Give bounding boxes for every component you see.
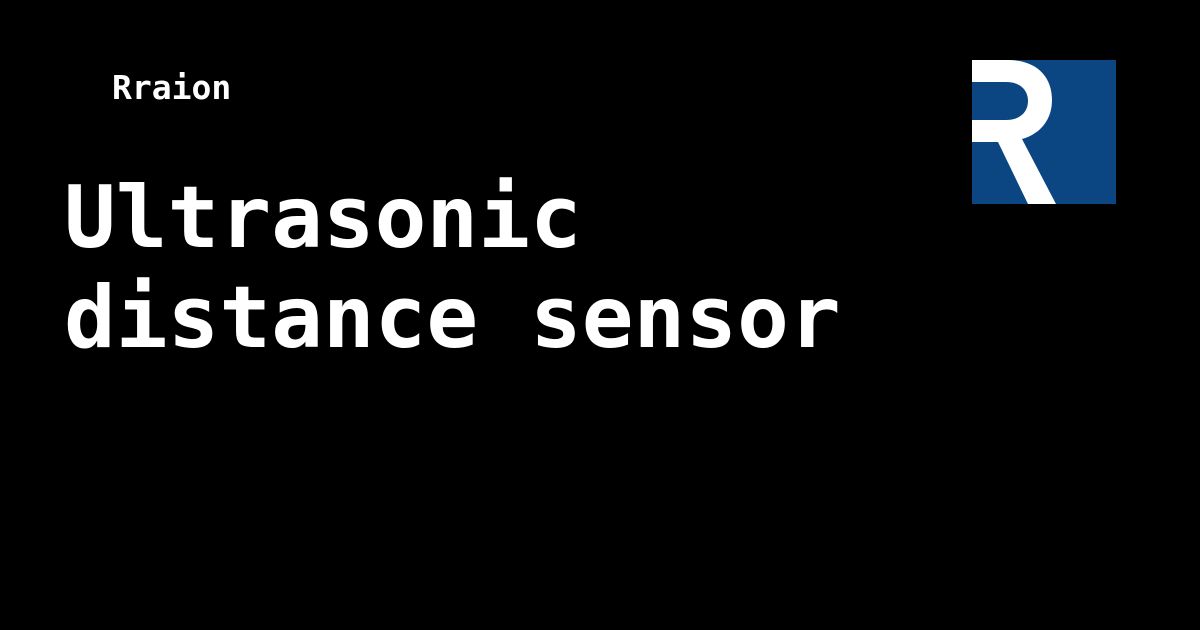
page-title-line-1: Ultrasonic [64,168,582,268]
page-title-line-2: distance sensor [64,268,841,368]
logo-letter-r [972,60,1056,204]
rraion-r-logo-icon [972,60,1116,204]
page-title: Ultrasonic distance sensor [64,168,944,368]
brand-name: Rraion [112,68,232,107]
